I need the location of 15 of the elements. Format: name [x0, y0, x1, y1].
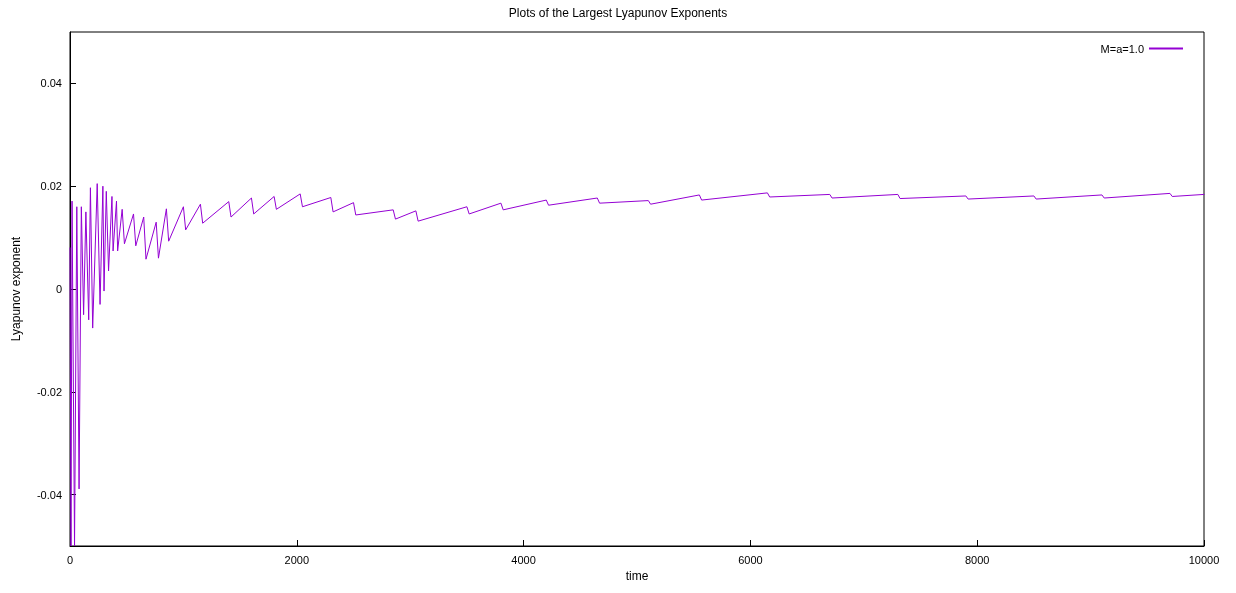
- y-tick-label: -0.04: [36, 488, 62, 501]
- x-tick-label: 4000: [511, 553, 536, 566]
- y-axis-title: Lyapunov exponent: [9, 236, 23, 342]
- x-tick-label: 0: [66, 553, 74, 566]
- x-tick-label: 2000: [284, 553, 310, 566]
- y-tick-label: 0.02: [40, 180, 62, 193]
- y-tick-label: -0.02: [36, 385, 62, 398]
- chart-title: Plots of the Largest Lyapunov Exponents: [508, 6, 728, 20]
- y-tick-label: 0.04: [40, 77, 62, 90]
- x-tick-label: 8000: [964, 553, 990, 566]
- x-tick-label: 6000: [738, 553, 763, 566]
- legend-label: M=a=1.0: [1100, 42, 1144, 55]
- y-tick-label: 0: [55, 283, 62, 295]
- x-tick-label: 10000: [1188, 553, 1220, 566]
- x-axis-title: time: [625, 568, 649, 583]
